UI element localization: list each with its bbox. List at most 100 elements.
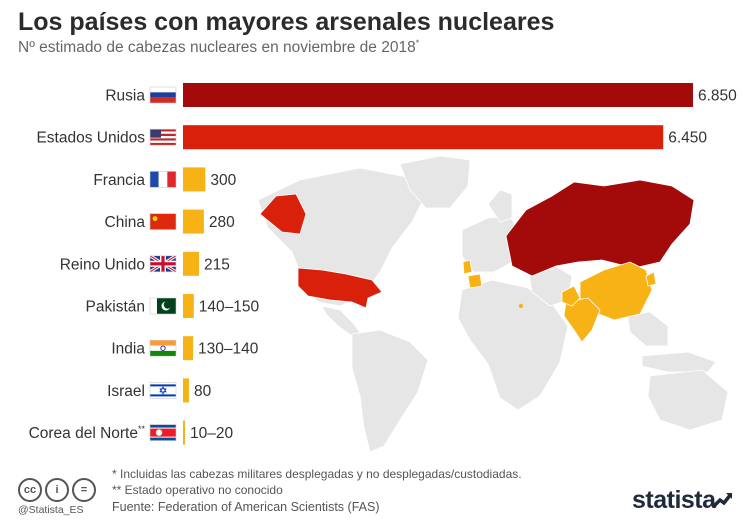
- flag-stripe: [150, 142, 176, 146]
- flag-stripe: [150, 87, 176, 93]
- chart-subtitle: Nº estimado de cabezas nucleares en novi…: [18, 38, 419, 57]
- flag-stripe: [150, 428, 176, 437]
- map-greenland: [399, 155, 471, 209]
- flag-border: [149, 213, 177, 230]
- bar-row-3: China 280: [105, 209, 235, 234]
- category-footnote-mark: **: [138, 424, 146, 434]
- map-alaska: [259, 193, 307, 235]
- bar-row-4: Reino Unido 215: [60, 251, 230, 276]
- category-label: Israel: [107, 383, 145, 400]
- flag-stripe: [150, 350, 176, 357]
- map-russia: [505, 179, 695, 277]
- flag-stripe: [150, 133, 176, 137]
- map-north-korea: [645, 271, 657, 287]
- value-label: 280: [209, 214, 235, 231]
- india-flag: [149, 339, 177, 357]
- bar: [183, 167, 206, 192]
- map-scandinavia: [487, 189, 513, 223]
- flag-stripe: [150, 384, 176, 387]
- bar: [183, 294, 194, 318]
- world-map: [257, 155, 729, 453]
- category-label: China: [105, 214, 146, 231]
- flag-stripe: [150, 129, 176, 132]
- flag-cross: [150, 262, 176, 266]
- flag-border: [149, 382, 177, 399]
- footnote-2: ** Estado operativo no conocido: [112, 483, 283, 497]
- flag-border: [149, 339, 177, 357]
- category-label: Reino Unido: [60, 256, 145, 273]
- flag-stripe: [150, 138, 176, 141]
- uk-flag: [149, 254, 177, 274]
- bar-row-2: Francia 300: [93, 167, 237, 192]
- chart-title: Los países con mayores arsenales nuclear…: [18, 8, 555, 36]
- map-france: [467, 273, 483, 289]
- map-south-america: [351, 329, 429, 453]
- flag-border: [149, 128, 177, 146]
- map-pakistan: [561, 285, 581, 307]
- flag-stripe: [150, 340, 176, 346]
- bar: [183, 420, 185, 445]
- statista-logo[interactable]: statista: [632, 486, 716, 514]
- map-uk: [462, 259, 473, 275]
- map-africa: [457, 279, 569, 411]
- north-korea-flag: [149, 424, 177, 441]
- category-label: Rusia: [105, 88, 145, 105]
- creative-commons-icons: cc i =: [18, 478, 99, 502]
- category-label: India: [111, 341, 145, 358]
- subtitle-text: Nº estimado de cabezas nucleares en novi…: [18, 39, 416, 57]
- cc-icon: cc: [18, 478, 42, 502]
- flag-star: [159, 386, 167, 393]
- flag-border: [149, 171, 177, 188]
- flag-stripe: [167, 171, 176, 188]
- value-label: 140–150: [199, 299, 260, 316]
- map-central-america: [321, 305, 361, 337]
- category-label: Estados Unidos: [36, 130, 145, 147]
- france-flag: [149, 171, 177, 188]
- bar: [183, 336, 194, 361]
- attribution-icon: i: [45, 478, 69, 502]
- subtitle-footnote-mark: *: [415, 38, 420, 48]
- flag-stripe: [150, 92, 176, 98]
- value-label: 6.850: [698, 88, 737, 105]
- flag-border: [149, 255, 177, 273]
- china-flag: [149, 213, 177, 230]
- map-indonesia: [641, 351, 717, 373]
- value-label: 6.450: [668, 130, 707, 147]
- bar-row-7: Israel 80: [107, 378, 212, 403]
- category-label: Pakistán: [86, 299, 145, 316]
- flag-stripe: [150, 345, 176, 351]
- category-label: Francia: [93, 172, 145, 189]
- bar: [183, 378, 189, 403]
- flag-wheel: [160, 345, 166, 351]
- flag-disc: [155, 429, 163, 436]
- value-label: 10–20: [190, 425, 233, 442]
- flag-stripe: [150, 171, 159, 188]
- israel-flag: [149, 382, 177, 399]
- bar-row-8: Corea del Norte** 10–20: [29, 420, 233, 445]
- flag-border: [149, 297, 177, 315]
- value-label: 215: [204, 256, 230, 273]
- flag-star: [159, 388, 167, 395]
- map-israel: [518, 303, 524, 309]
- bar: [183, 125, 664, 150]
- flag-canton: [150, 129, 161, 138]
- russia-flag: [149, 86, 177, 104]
- source-text: Fuente: Federation of American Scientist…: [112, 500, 380, 514]
- pakistan-flag: [149, 297, 177, 315]
- statista-logo-mark: [712, 492, 733, 509]
- flag-border: [149, 86, 177, 104]
- usa-flag: [149, 128, 177, 146]
- flag-stripe: [158, 171, 168, 188]
- no-derivatives-icon: =: [72, 478, 96, 502]
- flag-stripe: [150, 136, 176, 139]
- bar-series: Rusia 6.850 Estados Unidos 6.450 Francia 300 C…: [29, 83, 737, 445]
- flag-stripe: [150, 394, 176, 397]
- category-label: Corea del Norte**: [29, 424, 146, 442]
- flag-field: [150, 213, 176, 230]
- footnotes: * Incluidas las cabezas militares desple…: [112, 466, 522, 498]
- flag-border: [149, 424, 177, 441]
- map-southeast-asia: [627, 311, 669, 347]
- bar: [183, 83, 693, 107]
- flag-crescent-cut: [163, 300, 172, 309]
